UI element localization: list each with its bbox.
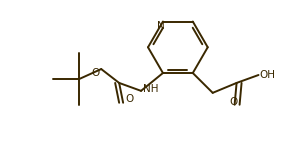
Text: N: N [157,20,165,31]
Text: O: O [125,94,134,104]
Text: O: O [230,97,238,107]
Text: NH: NH [143,84,158,94]
Text: OH: OH [260,70,275,80]
Text: O: O [91,68,99,78]
